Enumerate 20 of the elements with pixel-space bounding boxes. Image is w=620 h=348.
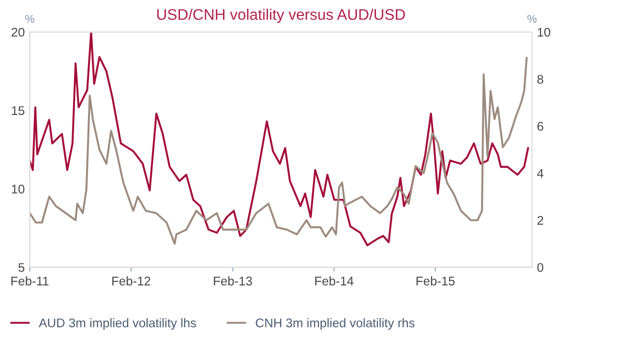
y2-tick-label: 8 — [537, 74, 544, 84]
x-tick-label: Feb-11 — [11, 276, 48, 286]
y-axis-title: % — [25, 14, 34, 23]
x-tick-label: Feb-14 — [315, 276, 354, 286]
y-tick-label: 20 — [12, 28, 24, 37]
chart-title: USD/CNH volatility versus AUD/USD — [157, 8, 405, 23]
y-tick-label: 10 — [12, 184, 24, 194]
legend-label: AUD 3m implied volatility lhs — [38, 318, 196, 330]
y-tick-label: 15 — [12, 106, 24, 116]
y2-axis-title: % — [527, 14, 537, 23]
x-tick-label: Feb-15 — [416, 276, 455, 286]
y2-tick-label: 4 — [537, 169, 544, 178]
x-tick-label: Feb-12 — [112, 276, 150, 286]
x-tick-label: Feb-13 — [214, 276, 252, 286]
legend-label: CNH 3m implied volatility rhs — [256, 318, 414, 330]
y2-tick-label: 2 — [537, 216, 544, 225]
y2-tick-label: 0 — [537, 263, 544, 272]
y-tick-label: 5 — [18, 263, 24, 272]
y2-tick-label: 10 — [538, 28, 550, 37]
y2-tick-label: 6 — [537, 122, 544, 131]
